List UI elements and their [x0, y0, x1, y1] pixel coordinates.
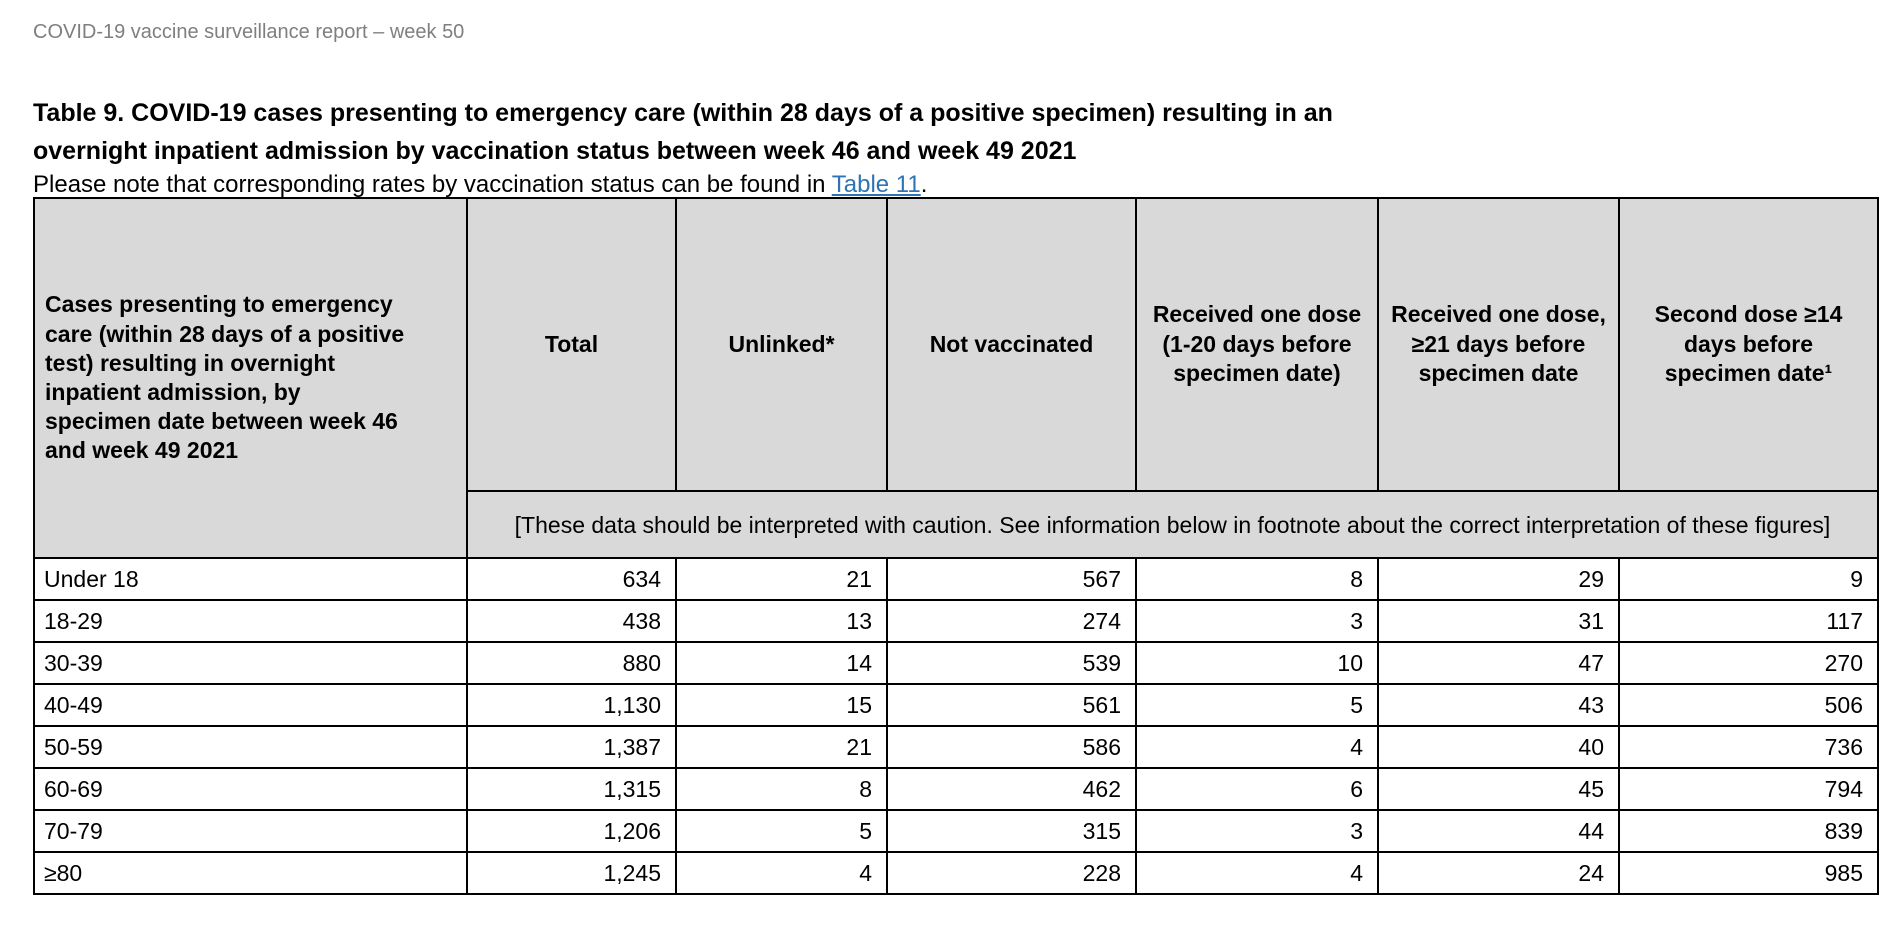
value-cell: 117 — [1618, 599, 1879, 643]
value-cell: 3 — [1135, 809, 1379, 853]
column-header-one-dose-1-20-days: Received one dose (1-20 days before spec… — [1135, 197, 1379, 492]
value-cell: 794 — [1618, 767, 1879, 811]
table-row: 60-69 1,315 8 462 6 45 794 — [33, 767, 1879, 811]
column-header-one-dose-21plus-days: Received one dose, ≥21 days before speci… — [1377, 197, 1620, 492]
column-header-unlinked: Unlinked* — [675, 197, 888, 492]
value-cell: 15 — [675, 683, 888, 727]
value-cell: 839 — [1618, 809, 1879, 853]
table-11-link[interactable]: Table 11 — [831, 171, 921, 198]
value-cell: 47 — [1377, 641, 1620, 685]
value-cell: 13 — [675, 599, 888, 643]
table-row: Under 18 634 21 567 8 29 9 — [33, 557, 1879, 601]
age-band-cell: 60-69 — [33, 767, 468, 811]
value-cell: 3 — [1135, 599, 1379, 643]
value-cell: 24 — [1377, 851, 1620, 895]
value-cell: 880 — [466, 641, 677, 685]
value-cell: 586 — [886, 725, 1137, 769]
value-cell: 9 — [1618, 557, 1879, 601]
value-cell: 8 — [675, 767, 888, 811]
value-cell: 10 — [1135, 641, 1379, 685]
value-cell: 462 — [886, 767, 1137, 811]
value-cell: 438 — [466, 599, 677, 643]
value-cell: 1,206 — [466, 809, 677, 853]
value-cell: 1,130 — [466, 683, 677, 727]
value-cell: 506 — [1618, 683, 1879, 727]
caution-row: [These data should be interpreted with c… — [34, 490, 1879, 559]
table-row: 50-59 1,387 21 586 4 40 736 — [33, 725, 1879, 769]
age-band-cell: Under 18 — [33, 557, 468, 601]
value-cell: 1,245 — [466, 851, 677, 895]
value-cell: 21 — [675, 725, 888, 769]
value-cell: 567 — [886, 557, 1137, 601]
age-band-cell: ≥80 — [33, 851, 468, 895]
value-cell: 274 — [886, 599, 1137, 643]
value-cell: 270 — [1618, 641, 1879, 685]
value-cell: 31 — [1377, 599, 1620, 643]
age-band-cell: 70-79 — [33, 809, 468, 853]
table-row: ≥80 1,245 4 228 4 24 985 — [33, 851, 1879, 895]
row-header-column-label: Cases presenting to emergency care (with… — [33, 197, 468, 559]
column-header-total: Total — [466, 197, 677, 492]
age-band-cell: 50-59 — [33, 725, 468, 769]
table-row: 18-29 438 13 274 3 31 117 — [33, 599, 1879, 643]
value-cell: 561 — [886, 683, 1137, 727]
value-cell: 45 — [1377, 767, 1620, 811]
value-cell: 8 — [1135, 557, 1379, 601]
value-cell: 736 — [1618, 725, 1879, 769]
value-cell: 43 — [1377, 683, 1620, 727]
value-cell: 634 — [466, 557, 677, 601]
table-row: 70-79 1,206 5 315 3 44 839 — [33, 809, 1879, 853]
table-title-line-2: overnight inpatient admission by vaccina… — [33, 137, 1077, 165]
value-cell: 1,315 — [466, 767, 677, 811]
value-cell: 40 — [1377, 725, 1620, 769]
value-cell: 5 — [1135, 683, 1379, 727]
column-header-not-vaccinated: Not vaccinated — [886, 197, 1137, 492]
column-header-second-dose-14plus-days: Second dose ≥14 days before specimen dat… — [1618, 197, 1879, 492]
value-cell: 44 — [1377, 809, 1620, 853]
value-cell: 315 — [886, 809, 1137, 853]
age-band-cell: 18-29 — [33, 599, 468, 643]
note-text: Please note that corresponding rates by … — [33, 172, 1871, 197]
value-cell: 5 — [675, 809, 888, 853]
value-cell: 14 — [675, 641, 888, 685]
table-body: Under 18 634 21 567 8 29 9 18-29 438 13 274 3 31 117 3… — [33, 557, 1879, 895]
value-cell: 29 — [1377, 557, 1620, 601]
value-cell: 4 — [675, 851, 888, 895]
header-row: Cases presenting to emergency care (with… — [33, 197, 1879, 559]
value-cell: 539 — [886, 641, 1137, 685]
table-title-line-1: Table 9. COVID-19 cases presenting to em… — [33, 99, 1333, 127]
report-header: COVID-19 vaccine surveillance report – w… — [33, 21, 465, 43]
value-cell: 985 — [1618, 851, 1879, 895]
value-cell: 21 — [675, 557, 888, 601]
value-cell: 4 — [1135, 725, 1379, 769]
caution-note: [These data should be interpreted with c… — [466, 490, 1879, 559]
value-cell: 228 — [886, 851, 1137, 895]
age-band-cell: 30-39 — [33, 641, 468, 685]
covid-cases-table: Cases presenting to emergency care (with… — [33, 197, 1879, 895]
table-row: 40-49 1,130 15 561 5 43 506 — [33, 683, 1879, 727]
age-band-cell: 40-49 — [33, 683, 468, 727]
note-suffix: . — [920, 171, 928, 198]
value-cell: 4 — [1135, 851, 1379, 895]
table-row: 30-39 880 14 539 10 47 270 — [33, 641, 1879, 685]
note-prefix: Please note that corresponding rates by … — [33, 171, 832, 198]
value-cell: 1,387 — [466, 725, 677, 769]
table-title: Table 9. COVID-19 cases presenting to em… — [33, 94, 1871, 170]
value-cell: 6 — [1135, 767, 1379, 811]
